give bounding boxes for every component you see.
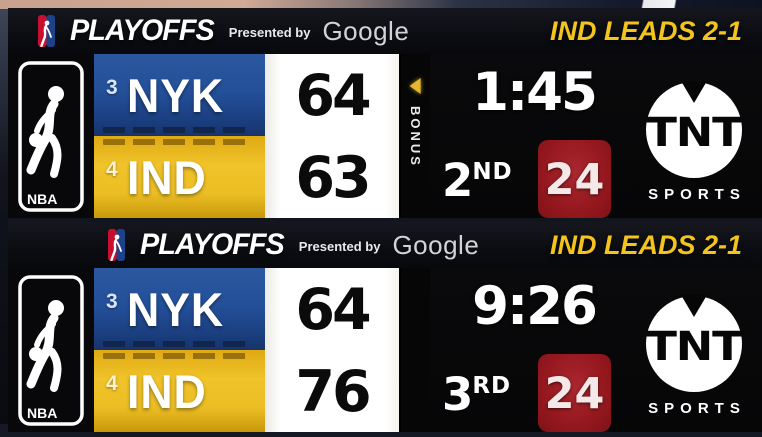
tnt-sports-label: SPORTS — [648, 400, 746, 417]
bonus-label: BONUS — [408, 106, 423, 168]
tnt-notch — [681, 81, 707, 103]
tnt-notch — [681, 295, 707, 317]
team-abbr: NYK — [126, 282, 224, 336]
team-seed: 4 — [106, 158, 118, 181]
scorebug-header: PLAYOFFS Presented by Google IND LEADS 2… — [8, 222, 762, 268]
scorebug-main: NBA 3 NYK 4 IND 64 76 BONUS 9:26 3RD — [8, 268, 762, 432]
nba-label: NBA — [27, 405, 57, 421]
presented-by-label: Presented by — [298, 238, 381, 254]
game-clock: 1:45 — [472, 62, 598, 123]
period-suffix: RD — [472, 373, 512, 399]
timeout-indicators — [103, 353, 251, 359]
timeout-indicators — [103, 341, 251, 347]
period-number: 2 — [442, 154, 473, 207]
team-column: 3 NYK 4 IND — [94, 54, 265, 218]
scorebug-top: PLAYOFFS Presented by Google IND LEADS 2… — [8, 8, 762, 226]
tnt-circle-icon: TNT — [646, 295, 743, 392]
team-abbr: IND — [126, 364, 207, 418]
google-wordmark: Google — [392, 230, 480, 260]
nba-logoman-icon: NBA — [18, 275, 84, 426]
nba-logo-icon — [38, 15, 55, 47]
tnt-sports-logo: TNT SPORTS — [640, 295, 748, 417]
bonus-strip: BONUS — [399, 54, 430, 218]
scorebug-bottom: PLAYOFFS Presented by Google IND LEADS 2… — [8, 222, 762, 436]
bonus-arrow-icon — [409, 78, 421, 94]
team-seed: 3 — [106, 290, 118, 313]
playoffs-wordmark: PLAYOFFS — [69, 14, 215, 47]
nba-logo-panel: NBA — [8, 268, 94, 432]
game-clock: 9:26 — [472, 276, 598, 337]
nba-label: NBA — [27, 191, 57, 207]
bonus-strip: BONUS — [399, 268, 430, 432]
shot-clock: 24 — [538, 140, 611, 218]
score-panel: 64 63 — [265, 54, 399, 218]
shot-clock: 24 — [538, 354, 611, 432]
team-row-ind: 4 IND — [94, 136, 265, 218]
period-suffix: ND — [472, 159, 513, 185]
background-photo-strip — [0, 0, 762, 9]
period-number: 3 — [442, 368, 473, 421]
nba-logo-icon — [108, 229, 125, 261]
clock-area: 9:26 3RD 24 TNT SPORTS — [430, 268, 762, 432]
nba-logoman-icon: NBA — [18, 61, 84, 212]
timeout-indicators — [103, 139, 251, 145]
team-abbr: IND — [126, 150, 207, 204]
timeout-indicators — [103, 127, 251, 133]
nba-logo-panel: NBA — [8, 54, 94, 218]
team-row-nyk: 3 NYK — [94, 54, 265, 136]
tnt-wordmark: TNT — [646, 324, 742, 370]
google-wordmark: Google — [322, 16, 410, 46]
presented-by-label: Presented by — [228, 24, 311, 40]
team-row-ind: 4 IND — [94, 350, 265, 432]
tnt-sports-logo: TNT SPORTS — [640, 81, 748, 203]
series-status: IND LEADS 2-1 — [549, 15, 742, 46]
scorebug-header: PLAYOFFS Presented by Google IND LEADS 2… — [8, 8, 762, 54]
period-indicator: 3RD — [442, 368, 511, 421]
scorebug-main: NBA 3 NYK 4 IND 64 63 BONUS 1:45 2ND — [8, 54, 762, 218]
team-row-nyk: 3 NYK — [94, 268, 265, 350]
score-panel: 64 76 — [265, 268, 399, 432]
team-abbr: NYK — [126, 68, 224, 122]
tnt-sports-label: SPORTS — [648, 186, 746, 203]
team-seed: 3 — [106, 76, 118, 99]
tnt-wordmark: TNT — [646, 110, 742, 156]
team-seed: 4 — [106, 372, 118, 395]
background-left-edge — [0, 9, 8, 424]
tnt-circle-icon: TNT — [646, 81, 743, 178]
score-ind: 63 — [295, 145, 371, 211]
score-ind: 76 — [295, 359, 371, 425]
score-nyk: 64 — [295, 63, 371, 129]
score-nyk: 64 — [295, 277, 371, 343]
team-column: 3 NYK 4 IND — [94, 268, 265, 432]
clock-area: 1:45 2ND 24 TNT SPORTS — [430, 54, 762, 218]
series-status: IND LEADS 2-1 — [549, 229, 742, 260]
playoffs-wordmark: PLAYOFFS — [139, 228, 285, 261]
background-highlight — [618, 0, 698, 9]
period-indicator: 2ND — [442, 154, 513, 207]
